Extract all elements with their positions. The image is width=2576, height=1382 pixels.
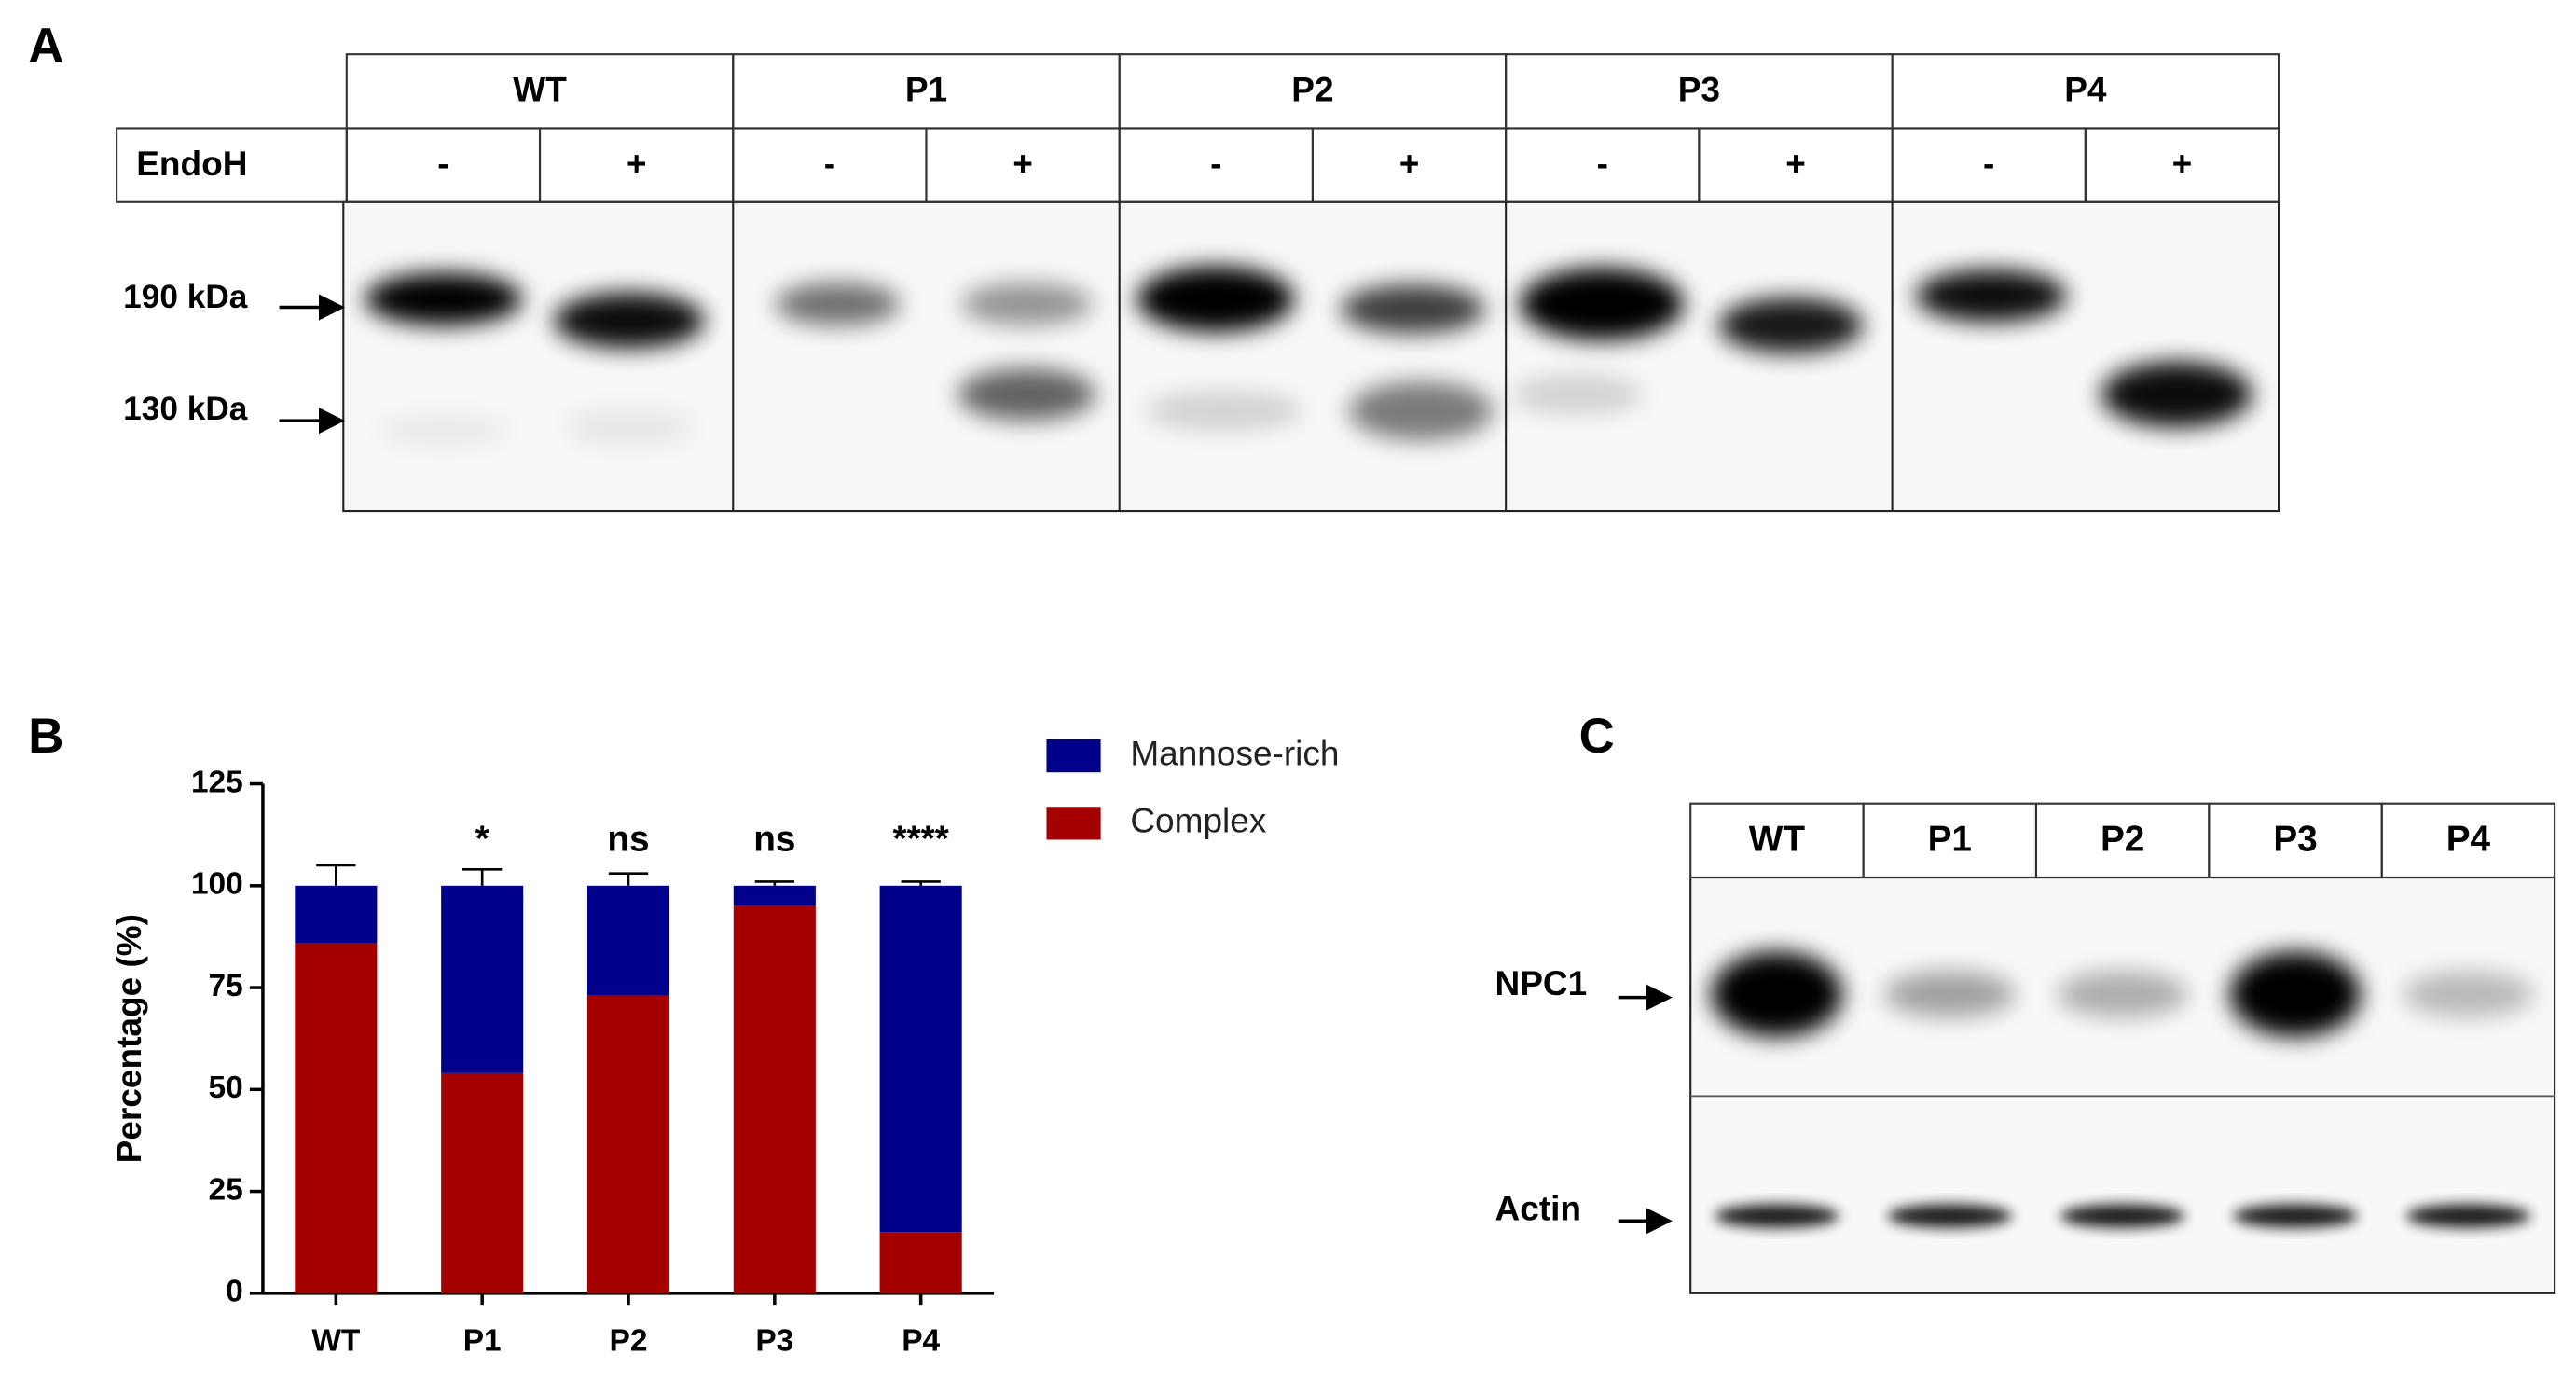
x-tick-label: P1 bbox=[463, 1324, 502, 1359]
band bbox=[960, 283, 1093, 325]
treatment-label: - bbox=[1597, 145, 1608, 183]
legend-label: Complex bbox=[1130, 802, 1266, 840]
treatment-label: - bbox=[824, 145, 835, 183]
band bbox=[1145, 391, 1303, 431]
marker-label: 130 kDa bbox=[123, 391, 248, 427]
band bbox=[1519, 268, 1685, 340]
marker-label: 190 kDa bbox=[123, 279, 248, 315]
row-label: NPC1 bbox=[1495, 964, 1588, 1002]
treatment-label: + bbox=[1399, 145, 1420, 183]
x-tick-label: P2 bbox=[610, 1324, 648, 1359]
significance-label: ns bbox=[607, 819, 649, 859]
band bbox=[2402, 971, 2534, 1017]
band bbox=[1883, 971, 2016, 1017]
panel-label: C bbox=[1579, 709, 1615, 764]
panel-label: B bbox=[28, 709, 63, 764]
band bbox=[1348, 380, 1494, 441]
panel-label: A bbox=[28, 19, 63, 74]
bar-segment bbox=[733, 905, 816, 1293]
significance-label: **** bbox=[893, 819, 950, 859]
error-bar bbox=[754, 880, 794, 886]
band bbox=[1340, 283, 1485, 334]
treatment-label: - bbox=[1210, 145, 1221, 183]
band bbox=[2059, 1204, 2185, 1228]
treatment-label: + bbox=[1785, 145, 1806, 183]
chart: 0 25 50 75 100 125 Percentage (%) WT P1 * P2 ns P3 ns… bbox=[110, 734, 1340, 1358]
treatment-header: EndoH bbox=[136, 145, 247, 183]
bar-segment bbox=[441, 1072, 524, 1293]
error-bar bbox=[901, 880, 941, 886]
bar-segment bbox=[879, 1232, 962, 1293]
band bbox=[957, 367, 1096, 422]
band bbox=[2229, 951, 2362, 1037]
bar-segment bbox=[295, 885, 378, 943]
band bbox=[1915, 269, 2067, 323]
legend-swatch bbox=[1046, 807, 1101, 840]
bar-segment bbox=[586, 885, 670, 996]
band bbox=[553, 292, 705, 349]
significance-label: ns bbox=[753, 819, 795, 859]
y-tick-label: 100 bbox=[191, 867, 243, 902]
y-tick-label: 25 bbox=[209, 1172, 243, 1207]
x-tick-label: P3 bbox=[755, 1324, 793, 1359]
legend-label: Mannose-rich bbox=[1130, 734, 1339, 772]
blot-background bbox=[1689, 876, 2556, 1294]
band bbox=[1718, 297, 1864, 353]
bar-segment bbox=[441, 885, 524, 1073]
lane-label: P2 bbox=[1291, 70, 1333, 108]
band bbox=[1136, 266, 1295, 332]
lane-label: P1 bbox=[905, 70, 947, 108]
band bbox=[775, 283, 901, 325]
error-bar bbox=[462, 868, 503, 886]
band bbox=[1887, 1204, 2013, 1228]
legend-swatch bbox=[1046, 739, 1101, 773]
lane-header-cell bbox=[2380, 802, 2556, 879]
significance-label: * bbox=[475, 819, 490, 859]
band bbox=[2233, 1204, 2358, 1228]
error-bar bbox=[316, 864, 356, 886]
y-tick-label: 75 bbox=[209, 969, 243, 1003]
x-tick-label: P4 bbox=[902, 1324, 940, 1359]
x-tick-label: WT bbox=[311, 1324, 361, 1359]
lane-label: P1 bbox=[1928, 819, 1972, 859]
row-label: Actin bbox=[1495, 1189, 1582, 1227]
treatment-label: + bbox=[627, 145, 647, 183]
band bbox=[365, 272, 523, 325]
band bbox=[563, 408, 696, 448]
lane-label: WT bbox=[1749, 819, 1806, 859]
treatment-label: + bbox=[1012, 145, 1033, 183]
blot-a: WT - + P1 - + P2 - + P3 - + P4 - + EndoH 190 kDa 130 kDa bbox=[116, 53, 2280, 513]
treatment-cell bbox=[2084, 127, 2280, 203]
band bbox=[1714, 1204, 1839, 1228]
lane-label: P4 bbox=[2446, 819, 2491, 859]
band bbox=[1711, 951, 1843, 1037]
bar-segment bbox=[879, 885, 962, 1233]
blot-background bbox=[342, 200, 2280, 513]
lane-label: P3 bbox=[1678, 70, 1720, 108]
treatment-label: - bbox=[1983, 145, 1994, 183]
lane-label: P4 bbox=[2064, 70, 2107, 108]
lane-label: P3 bbox=[2273, 819, 2317, 859]
y-tick-label: 0 bbox=[226, 1275, 243, 1309]
blot-c: WT P1 P2 P3 P4 NPC1 Actin bbox=[1495, 802, 2556, 1294]
band bbox=[378, 414, 510, 448]
y-tick-label: 50 bbox=[209, 1071, 243, 1105]
band bbox=[2405, 1204, 2531, 1228]
band bbox=[2057, 971, 2189, 1017]
lane-label: P2 bbox=[2101, 819, 2144, 859]
bar-segment bbox=[733, 885, 816, 906]
y-tick-label: 125 bbox=[191, 765, 243, 799]
bar-segment bbox=[295, 942, 378, 1293]
error-bar bbox=[608, 872, 649, 886]
treatment-label: + bbox=[2172, 145, 2193, 183]
band bbox=[1511, 374, 1644, 415]
treatment-header-cell bbox=[116, 127, 348, 203]
treatment-label: - bbox=[437, 145, 448, 183]
bar-segment bbox=[586, 995, 670, 1293]
y-axis-title: Percentage (%) bbox=[110, 914, 148, 1163]
lane-label: WT bbox=[513, 70, 567, 108]
band bbox=[2101, 361, 2252, 428]
